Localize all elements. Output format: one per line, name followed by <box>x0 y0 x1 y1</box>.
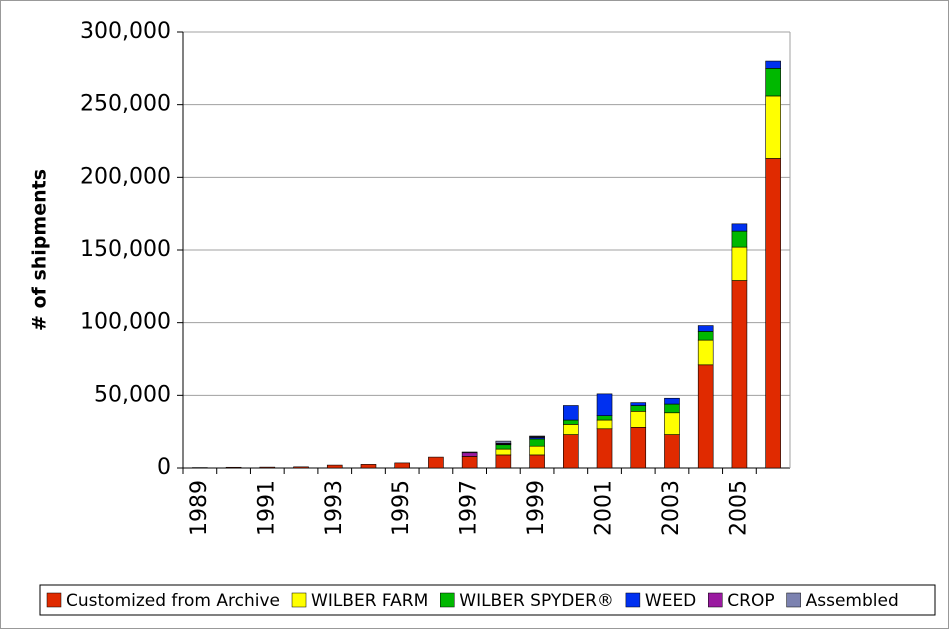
bar-segment <box>461 451 478 454</box>
bar-segment <box>630 411 647 428</box>
bar-segment <box>529 454 545 469</box>
y-tick-label: 250,000 <box>80 92 171 117</box>
bar-segment <box>529 445 545 456</box>
bar-segment <box>596 415 613 421</box>
bar-segment <box>731 230 748 248</box>
bar-segment <box>664 403 680 414</box>
y-tick-label: 50,000 <box>94 382 171 407</box>
bar-segment <box>731 246 748 281</box>
bar-segment <box>428 456 444 469</box>
bar-segment <box>697 364 714 469</box>
bar-segment <box>697 325 714 332</box>
bar-segment <box>563 424 579 435</box>
legend-swatch <box>625 592 641 608</box>
x-tick-label: 1989 <box>187 480 212 536</box>
bar-segment <box>765 68 781 97</box>
bar-segment <box>765 60 781 69</box>
bar-segment <box>731 280 748 469</box>
bar-segment <box>596 393 613 416</box>
legend-swatch <box>786 592 801 608</box>
y-tick-label: 0 <box>157 455 171 480</box>
y-tick-label: 200,000 <box>80 164 171 189</box>
bar-segment <box>360 464 377 469</box>
x-tick-label: 1995 <box>389 480 414 536</box>
bar-segment <box>630 427 647 469</box>
bar-segment <box>529 438 545 447</box>
bar-segment <box>259 466 276 469</box>
bar-segment <box>664 434 680 469</box>
x-tick-label: 2001 <box>592 480 617 536</box>
bar-segment <box>461 456 478 469</box>
legend-label: WILBER SPYDER® <box>459 591 614 611</box>
legend-swatch <box>46 592 62 608</box>
legend-swatch <box>708 592 723 608</box>
y-axis-label: # of shipments <box>29 169 51 331</box>
bar-segment <box>563 434 579 469</box>
legend-label: WEED <box>645 591 696 611</box>
y-tick-label: 100,000 <box>80 310 171 335</box>
bar-segment <box>461 452 478 457</box>
bar-segment <box>563 405 579 421</box>
x-tick-label: 2005 <box>726 480 751 536</box>
x-tick-label: 1997 <box>457 480 482 536</box>
bar-segment <box>697 339 714 366</box>
bar-segment <box>596 419 613 430</box>
bar-segment <box>529 435 545 438</box>
bar-segment <box>225 466 242 469</box>
legend-swatch <box>440 592 455 608</box>
x-tick-label: 1991 <box>254 480 279 536</box>
bar-segment <box>495 448 512 456</box>
bar-segment <box>326 464 343 469</box>
y-tick-label: 300,000 <box>80 19 171 44</box>
legend-label: CROP <box>727 591 774 611</box>
bar-segment <box>596 428 613 469</box>
bar-segment <box>293 466 309 469</box>
bar-segment <box>630 402 647 406</box>
bar-segment <box>495 454 512 469</box>
bar-segment <box>495 440 512 444</box>
bar-segment <box>765 158 781 469</box>
legend-box <box>39 584 936 616</box>
x-tick-label: 2003 <box>659 480 684 536</box>
bar-segment <box>765 95 781 159</box>
y-tick-label: 150,000 <box>80 237 171 262</box>
legend-swatch <box>291 592 307 608</box>
x-tick-label: 1993 <box>322 480 347 536</box>
bar-segment <box>495 444 512 450</box>
bar-segment <box>664 397 680 405</box>
legend-label: WILBER FARM <box>311 591 428 611</box>
bar-segment <box>630 405 647 412</box>
legend-label: Assembled <box>806 591 899 611</box>
bar-segment <box>697 331 714 341</box>
x-tick-label: 1999 <box>524 480 549 536</box>
bar-segment <box>664 412 680 435</box>
legend-label: Customized from Archive <box>66 591 280 611</box>
bar-segment <box>731 223 748 232</box>
bar-segment <box>563 419 579 425</box>
bar-segment <box>394 462 410 469</box>
